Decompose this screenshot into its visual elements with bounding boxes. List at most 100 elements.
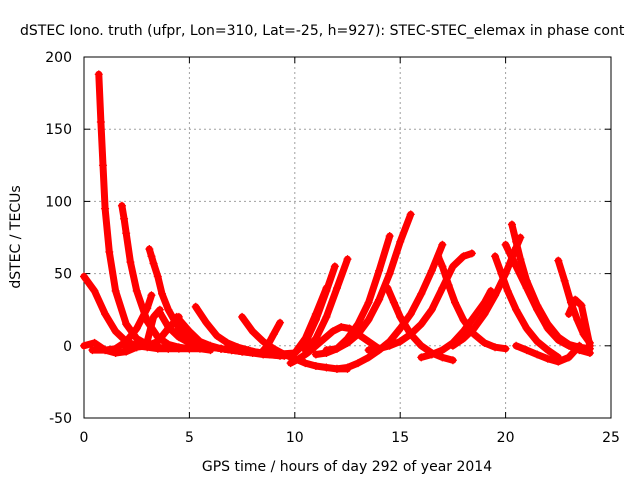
- data-point: [132, 286, 141, 295]
- data-point: [147, 252, 156, 261]
- data-point: [459, 252, 468, 261]
- data-point: [111, 344, 120, 353]
- data-point: [263, 341, 272, 350]
- data-point: [533, 305, 542, 314]
- data-point: [145, 245, 154, 254]
- data-point: [396, 312, 405, 321]
- data-point: [573, 315, 582, 324]
- data-point: [202, 318, 211, 327]
- chart-title: dSTEC Iono. truth (ufpr, Lon=310, Lat=-2…: [20, 23, 625, 39]
- data-point: [507, 220, 516, 229]
- x-axis-label: GPS time / hours of day 292 of year 2014: [202, 459, 492, 475]
- series-arc-22: [434, 252, 510, 353]
- series-arc-18: [311, 232, 394, 359]
- data-point: [385, 341, 394, 350]
- data-point: [459, 315, 468, 324]
- data-point: [438, 240, 447, 249]
- data-point: [248, 347, 257, 356]
- data-point: [195, 337, 204, 346]
- data-point: [480, 310, 489, 319]
- series-arc-28: [512, 341, 584, 366]
- data-point: [111, 286, 120, 295]
- series-band: [384, 284, 457, 364]
- data-point: [417, 341, 426, 350]
- data-point: [427, 305, 436, 314]
- data-point: [238, 312, 247, 321]
- data-point: [434, 252, 443, 261]
- data-point: [512, 237, 521, 246]
- data-point: [554, 256, 563, 265]
- data-point: [185, 327, 194, 336]
- data-point: [238, 347, 247, 356]
- data-point: [448, 356, 457, 365]
- series-arc-16: [301, 255, 352, 355]
- data-point: [480, 338, 489, 347]
- data-point: [427, 266, 436, 275]
- series-arc-30: [564, 295, 594, 350]
- data-point: [448, 262, 457, 271]
- data-point: [543, 346, 552, 355]
- data-point: [149, 312, 158, 321]
- data-point: [459, 334, 468, 343]
- data-point: [122, 344, 131, 353]
- data-point: [126, 258, 135, 267]
- data-point: [354, 330, 363, 339]
- data-point: [571, 295, 580, 304]
- data-point: [90, 286, 99, 295]
- y-tick-label: 50: [54, 267, 72, 283]
- data-point: [164, 340, 173, 349]
- data-point: [94, 70, 103, 79]
- data-point: [132, 343, 141, 352]
- data-point: [354, 320, 363, 329]
- y-axis-label: dSTEC / TECUs: [8, 185, 24, 288]
- data-point: [143, 317, 152, 326]
- data-point: [417, 289, 426, 298]
- data-point: [332, 364, 341, 373]
- data-point: [301, 359, 310, 368]
- data-point: [343, 255, 352, 264]
- data-point: [491, 291, 500, 300]
- data-point: [101, 346, 110, 355]
- x-tick-label: 10: [286, 430, 304, 446]
- y-tick-label: 100: [45, 194, 72, 210]
- data-point: [343, 334, 352, 343]
- data-point: [516, 255, 525, 264]
- data-point: [385, 269, 394, 278]
- series-arc-13: [286, 323, 384, 368]
- data-point: [364, 315, 373, 324]
- y-tick-label: 200: [45, 50, 72, 66]
- data-point: [322, 286, 331, 295]
- data-point: [98, 161, 107, 170]
- series-arc-06: [88, 291, 156, 355]
- data-point: [554, 357, 563, 366]
- series-band: [257, 319, 284, 357]
- data-point: [185, 338, 194, 347]
- data-series: [80, 70, 594, 373]
- data-point: [157, 289, 166, 298]
- data-point: [143, 304, 152, 313]
- data-point: [501, 240, 510, 249]
- x-tick-label: 5: [185, 430, 194, 446]
- series-band: [565, 296, 594, 350]
- data-point: [311, 362, 320, 371]
- data-point: [343, 363, 352, 372]
- data-point: [533, 337, 542, 346]
- data-point: [269, 330, 278, 339]
- axis-tick-labels: 0 5 10 15 20 25 -50 0 50 100 150 200: [45, 50, 620, 446]
- data-point: [577, 301, 586, 310]
- data-point: [438, 284, 447, 293]
- data-point: [564, 353, 573, 362]
- x-tick-label: 25: [602, 430, 620, 446]
- data-point: [101, 310, 110, 319]
- data-point: [364, 353, 373, 362]
- data-point: [585, 341, 594, 350]
- x-tick-label: 15: [391, 430, 409, 446]
- data-point: [554, 336, 563, 345]
- data-point: [132, 334, 141, 343]
- data-point: [223, 338, 232, 347]
- data-point: [88, 346, 97, 355]
- series-arc-27: [501, 240, 594, 358]
- data-point: [120, 214, 129, 223]
- y-tick-label: 0: [63, 339, 72, 355]
